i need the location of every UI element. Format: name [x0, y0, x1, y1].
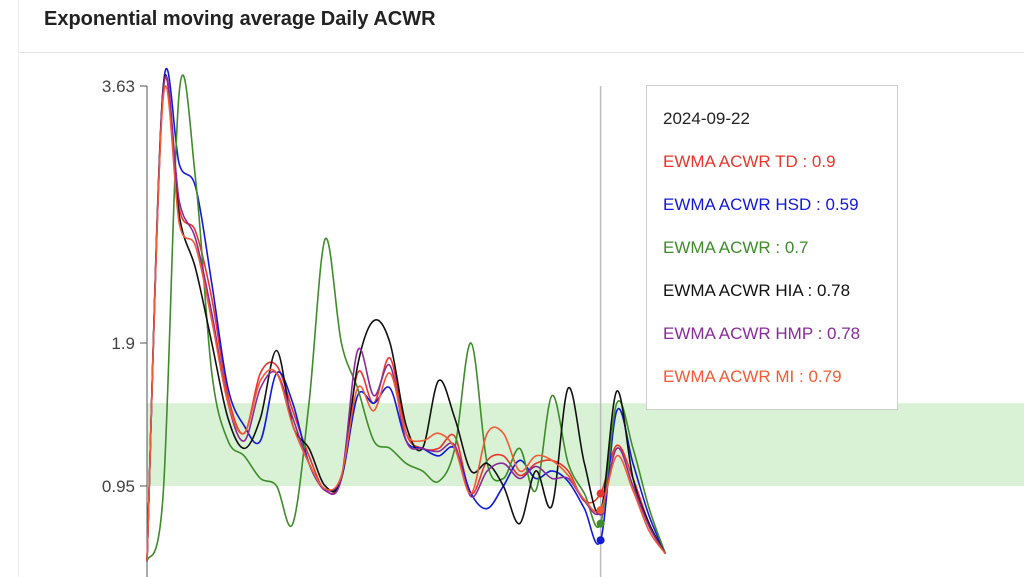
hover-tooltip: 2024-09-22 EWMA ACWR TD : 0.9 EWMA ACWR …	[646, 85, 898, 410]
band-rect	[147, 403, 1024, 486]
hover-dot-ewma-acwr	[596, 519, 605, 528]
tooltip-row-acwr: EWMA ACWR : 0.7	[663, 238, 809, 257]
left-border	[18, 0, 19, 577]
series-lines[interactable]	[146, 67, 667, 562]
target-band	[147, 403, 1024, 486]
tooltip-row-hia: EWMA ACWR HIA : 0.78	[663, 281, 851, 300]
tooltip-row-hsd: EWMA ACWR HSD : 0.59	[663, 195, 859, 214]
hover-dot-ewma-acwr-mi	[596, 506, 605, 515]
y-tick-label: 1.9	[111, 334, 135, 353]
hover-dot-ewma-acwr-td	[596, 489, 605, 498]
series-line-ewma-acwr-mi[interactable]	[146, 85, 667, 562]
y-tick-label: 3.63	[102, 77, 135, 96]
series-line-ewma-acwr-hia[interactable]	[146, 74, 667, 562]
series-line-ewma-acwr-td[interactable]	[146, 76, 667, 562]
series-line-ewma-acwr[interactable]	[146, 74, 667, 562]
tooltip-row-mi: EWMA ACWR MI : 0.79	[663, 367, 842, 386]
hover-points	[596, 489, 605, 545]
series-line-ewma-acwr-hsd[interactable]	[146, 67, 667, 562]
tooltip-date: 2024-09-22	[663, 109, 750, 128]
y-axis: 3.63 1.9 0.95	[102, 77, 148, 577]
tooltip-row-td: EWMA ACWR TD : 0.9	[663, 152, 836, 171]
chart-title: Exponential moving average Daily ACWR	[44, 8, 436, 30]
series-line-ewma-acwr-hmp[interactable]	[146, 75, 667, 562]
tooltip-row-hmp: EWMA ACWR HMP : 0.78	[663, 324, 861, 343]
y-tick-label: 0.95	[102, 477, 135, 496]
title-divider	[19, 52, 1024, 53]
hover-dot-ewma-acwr-hsd	[596, 536, 605, 545]
